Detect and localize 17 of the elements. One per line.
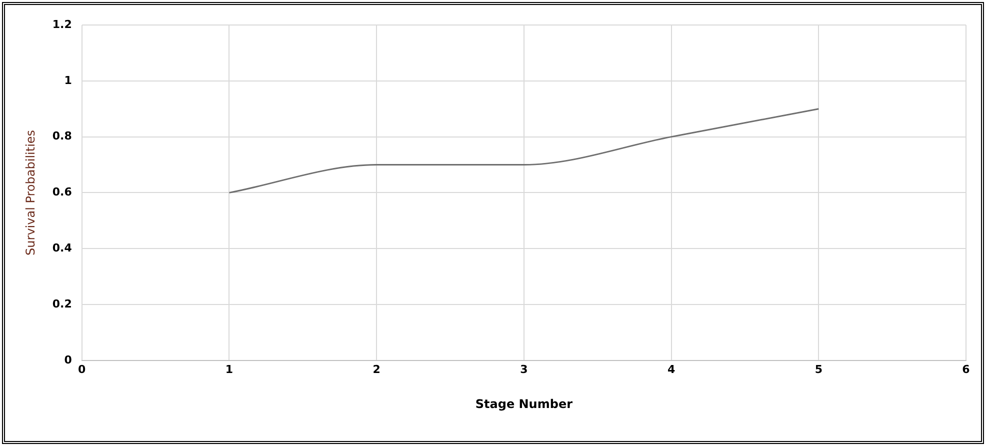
y-tick-label: 0.8 [52,130,72,143]
y-axis-title: Survival Probabilities [23,130,38,256]
x-axis-title: Stage Number [475,396,573,411]
x-tick-label: 6 [962,362,970,376]
x-tick-label: 1 [225,362,234,376]
x-tick-label: 4 [667,362,676,376]
y-tick-label: 1 [64,74,72,87]
y-tick-label: 0.6 [52,186,72,199]
y-tick-label: 1.2 [52,18,72,31]
y-tick-label: 0.2 [52,297,72,310]
y-tick-label: 0 [64,353,72,366]
x-tick-label: 5 [814,362,822,376]
y-tick-label: 0.4 [52,241,72,254]
line-series [228,108,820,194]
x-tick-label: 3 [520,362,528,376]
x-tick-label: 2 [372,362,380,376]
x-tick-label: 0 [78,362,86,376]
